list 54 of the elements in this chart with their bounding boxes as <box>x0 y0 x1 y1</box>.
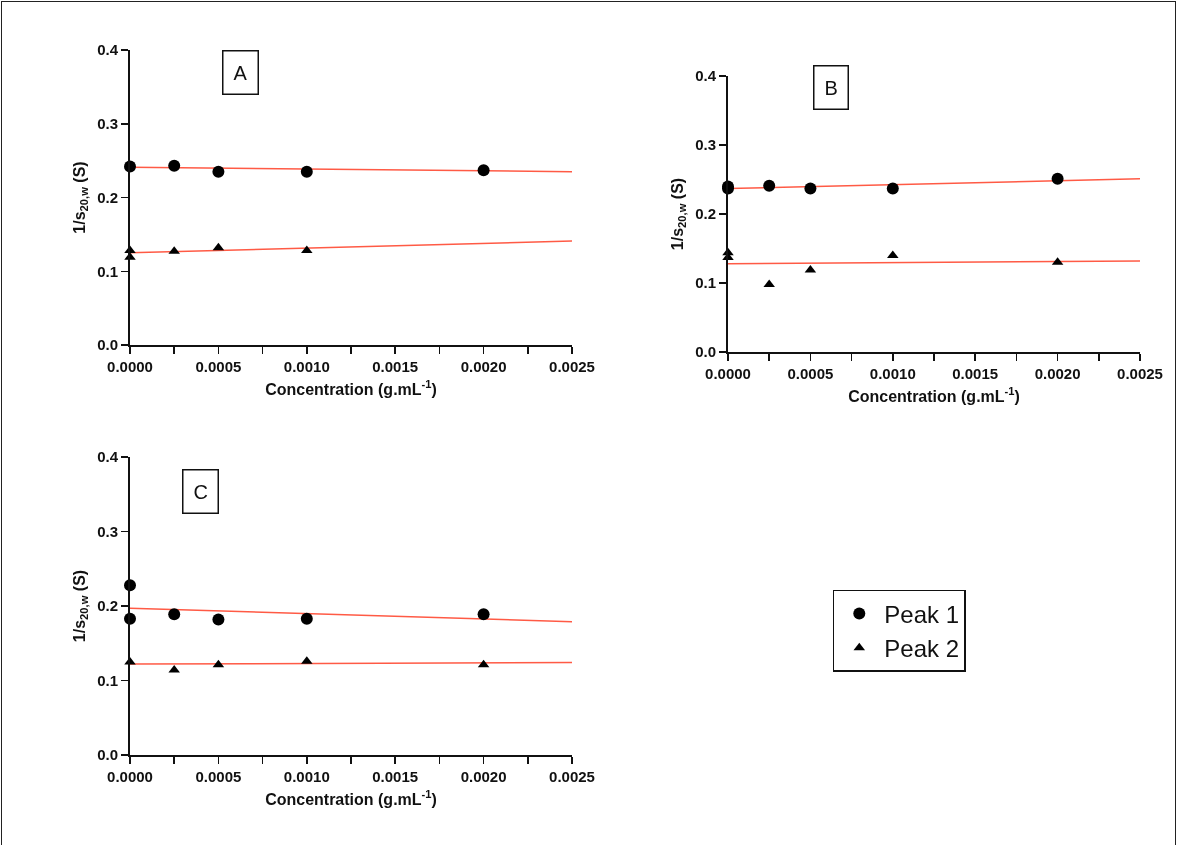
y-tick-label: 0.2 <box>97 188 118 206</box>
x-tick-label: 0.0015 <box>372 768 419 785</box>
x-tick-label: 0.0005 <box>195 768 242 785</box>
y-tick-label: 0.0 <box>695 343 716 361</box>
x-tick-label: 0.0025 <box>1117 365 1163 382</box>
y-tick-label: 0.4 <box>97 41 119 59</box>
x-tick-label: 0.0025 <box>549 358 595 375</box>
x-tick-label: 0.0020 <box>460 768 507 785</box>
y-tick-label: 0.2 <box>695 205 716 223</box>
point <box>804 182 817 195</box>
legend-label: Peak 2 <box>884 635 959 663</box>
point <box>300 165 313 178</box>
x-tick-label: 0.0005 <box>195 358 242 375</box>
x-tick-label: 0.0020 <box>1034 365 1081 382</box>
x-tick-label: 0.0020 <box>460 358 507 375</box>
y-tick-label: 0.3 <box>97 522 118 540</box>
x-tick-label: 0.0005 <box>787 365 834 382</box>
x-axis-title: Concentration (g.mL$^{-1}$) <box>265 788 437 809</box>
point <box>886 182 899 195</box>
x-tick-label: 0.0000 <box>705 365 751 382</box>
annotation: B <box>824 76 838 99</box>
y-tick-label: 0.1 <box>97 262 118 280</box>
x-tick-label: 0.0015 <box>372 358 419 375</box>
annotation: A <box>233 61 248 84</box>
x-axis-title: Concentration (g.mL$^{-1}$) <box>265 378 437 399</box>
point <box>477 164 490 177</box>
point <box>301 245 313 254</box>
y-tick-label: 0.1 <box>695 274 716 292</box>
y-tick-label: 0.4 <box>695 67 717 85</box>
y-tick-label: 0.2 <box>97 597 118 615</box>
point <box>212 165 225 178</box>
point <box>477 608 490 621</box>
x-axis-title: Concentration (g.mL$^{-1}$) <box>848 385 1020 406</box>
x-tick-label: 0.0015 <box>952 365 999 382</box>
point <box>1051 172 1064 185</box>
y-tick-label: 0.0 <box>97 746 118 764</box>
y-tick-label: 0.3 <box>695 136 716 154</box>
annotation: C <box>193 480 208 503</box>
legend-label: Peak 1 <box>884 600 959 628</box>
point <box>212 613 225 626</box>
x-tick-label: 0.0010 <box>283 768 330 785</box>
point <box>300 612 313 625</box>
y-tick-label: 0.3 <box>97 115 118 132</box>
x-tick-label: 0.0000 <box>107 768 153 785</box>
x-tick-label: 0.0000 <box>107 358 153 375</box>
x-tick-label: 0.0010 <box>869 365 916 382</box>
point <box>168 608 181 621</box>
x-tick-label: 0.0025 <box>549 768 595 785</box>
y-tick-label: 0.4 <box>97 448 119 466</box>
y-tick-label: 0.0 <box>97 336 118 354</box>
point <box>168 159 181 172</box>
y-tick-label: 0.1 <box>97 671 118 689</box>
point <box>763 179 776 192</box>
x-tick-label: 0.0010 <box>283 358 330 375</box>
